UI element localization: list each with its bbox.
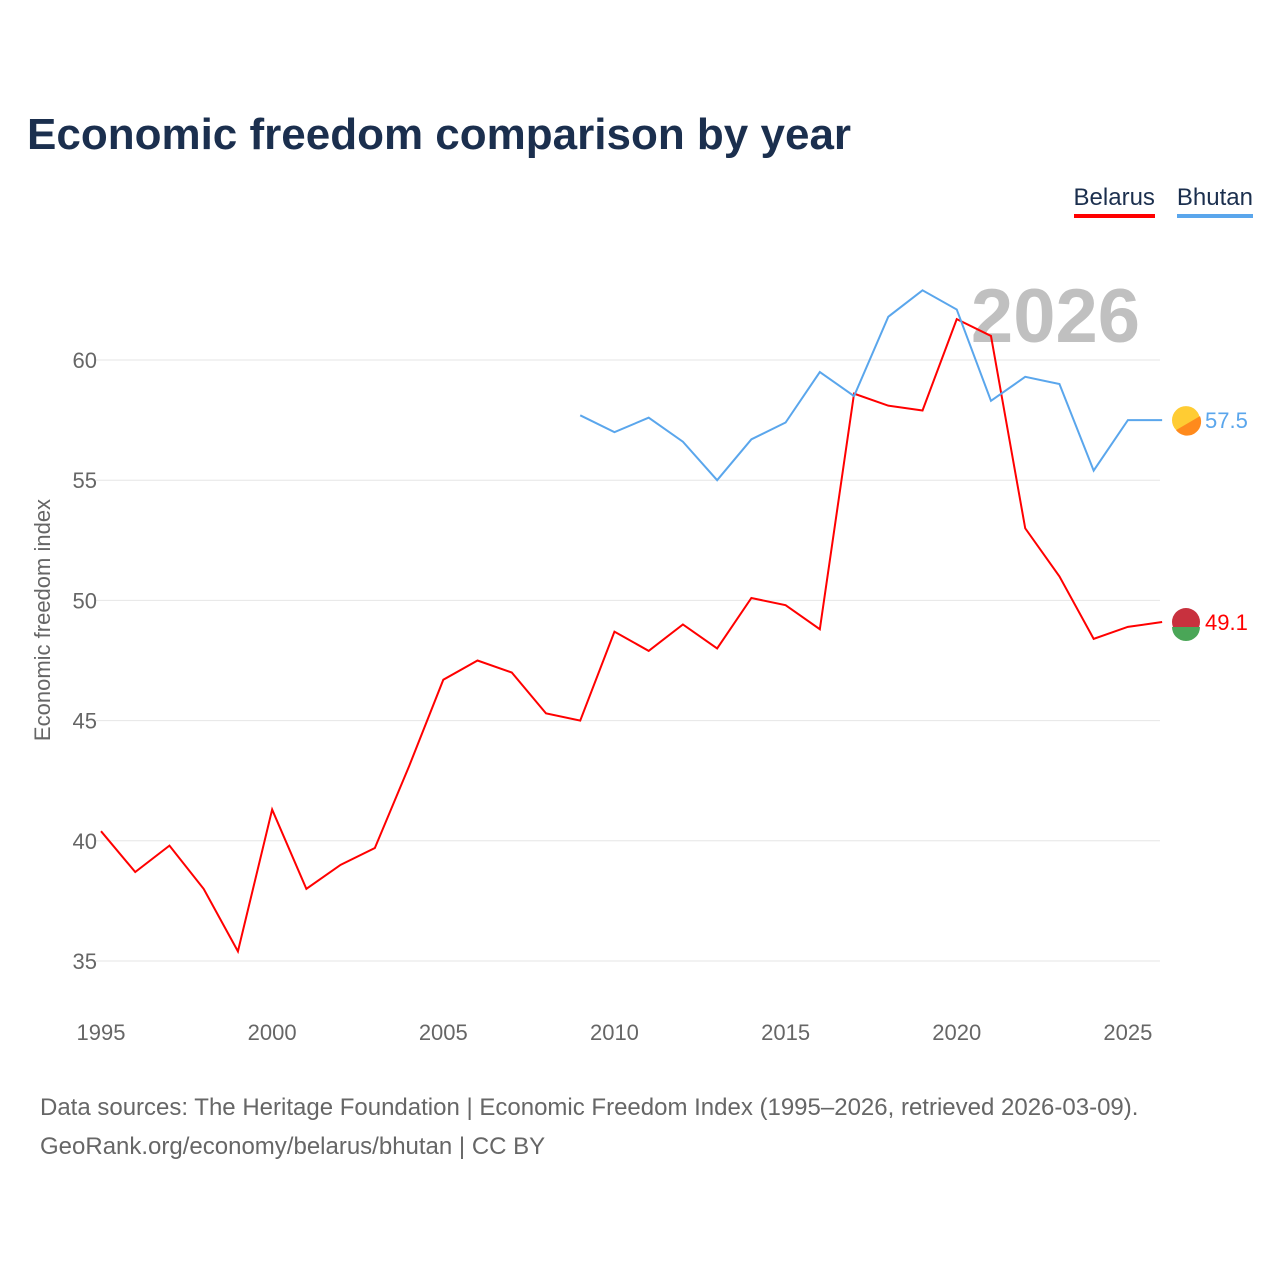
- x-tick-label: 2000: [248, 1020, 297, 1045]
- y-axis-label: Economic freedom index: [30, 499, 55, 741]
- source-line-1: Data sources: The Heritage Foundation | …: [40, 1094, 1139, 1121]
- x-tick-label: 1995: [77, 1020, 126, 1045]
- source-line-2[interactable]: GeoRank.org/economy/belarus/bhutan | CC …: [40, 1133, 546, 1160]
- x-tick-label: 2005: [419, 1020, 468, 1045]
- series-line-bhutan: [579, 289, 1163, 482]
- y-tick-label: 40: [73, 829, 97, 854]
- belarus-flag-stripe: [1172, 627, 1200, 642]
- y-tick-label: 50: [73, 588, 97, 613]
- x-tick-label: 2025: [1103, 1020, 1152, 1045]
- bhutan-flag-half: [1176, 416, 1202, 436]
- x-tick-label: 2020: [932, 1020, 981, 1045]
- chart-title: Economic freedom comparison by year: [27, 110, 852, 159]
- x-tick-label: 2015: [761, 1020, 810, 1045]
- y-tick-label: 35: [73, 949, 97, 974]
- legend-bhutan[interactable]: Bhutan: [1176, 184, 1253, 218]
- end-label-belarus: 49.1: [1205, 610, 1248, 635]
- end-label-bhutan: 57.5: [1205, 408, 1248, 433]
- legend: Belarus Bhutan: [1073, 184, 1253, 218]
- source-note: Data sources: The Heritage Foundation | …: [40, 1088, 1138, 1166]
- legend-belarus[interactable]: Belarus: [1073, 184, 1155, 218]
- y-tick-label: 55: [73, 468, 97, 493]
- x-tick-label: 2010: [590, 1020, 639, 1045]
- year-watermark: 2026: [971, 274, 1140, 359]
- y-tick-label: 45: [73, 709, 97, 734]
- series-line-belarus: [100, 317, 1163, 955]
- y-tick-label: 60: [73, 348, 97, 373]
